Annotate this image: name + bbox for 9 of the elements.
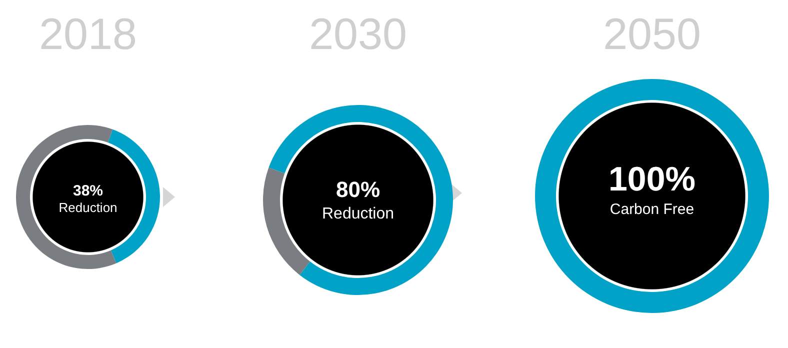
text: 100%	[608, 160, 696, 199]
text: 80%	[336, 177, 380, 202]
donut-slice	[268, 105, 453, 295]
text: Reduction	[322, 206, 394, 223]
donut-slice	[16, 125, 116, 269]
text: 38%	[72, 182, 104, 200]
text: Carbon Free	[610, 200, 694, 218]
donut-slice	[263, 168, 310, 275]
text: Reduction	[58, 200, 118, 216]
